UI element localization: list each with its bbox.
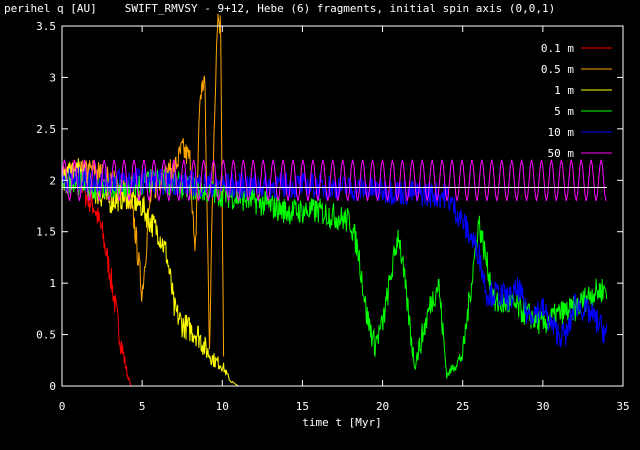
plot-frame: [61, 25, 624, 387]
y-tick-label: 3.5: [36, 20, 56, 33]
y-tick-label: 2.5: [36, 123, 56, 136]
y-tick-label: 0.5: [36, 329, 56, 342]
chart-title: SWIFT_RMVSY - 9+12, Hebe (6) fragments, …: [125, 2, 555, 15]
legend-entry-label: 10 m: [548, 126, 575, 139]
legend-entry-label: 1 m: [554, 84, 574, 97]
legend-entry-label: 0.1 m: [541, 42, 574, 55]
y-tick-label: 3: [49, 71, 56, 84]
legend-entry-label: 5 m: [554, 105, 574, 118]
x-tick-label: 25: [456, 400, 469, 413]
y-tick-label: 1.5: [36, 226, 56, 239]
x-tick-label: 35: [616, 400, 629, 413]
x-tick-label: 30: [536, 400, 549, 413]
x-tick-label: 20: [376, 400, 389, 413]
legend-entry-label: 50 m: [548, 147, 575, 160]
legend-entry-label: 0.5 m: [541, 63, 574, 76]
x-tick-label: 15: [296, 400, 309, 413]
x-tick-label: 0: [59, 400, 66, 413]
x-axis-label: time t [Myr]: [302, 416, 381, 429]
y-tick-label: 2: [49, 174, 56, 187]
ticks-layer: 0 5 10 15 20 25 30 35 0 0.5 1 1.5 2 2.5 3 3.5: [36, 20, 630, 413]
y-axis-label: perihel q [AU]: [4, 2, 97, 15]
y-tick-label: 1: [49, 277, 56, 290]
x-tick-label: 5: [139, 400, 146, 413]
series-line-4: [61, 166, 608, 348]
legend: 0.1 m 0.5 m 1 m 5 m 10 m 50 m: [541, 42, 612, 160]
x-tick-label: 10: [216, 400, 229, 413]
series-line-5: [61, 159, 607, 202]
y-tick-label: 0: [49, 380, 56, 393]
